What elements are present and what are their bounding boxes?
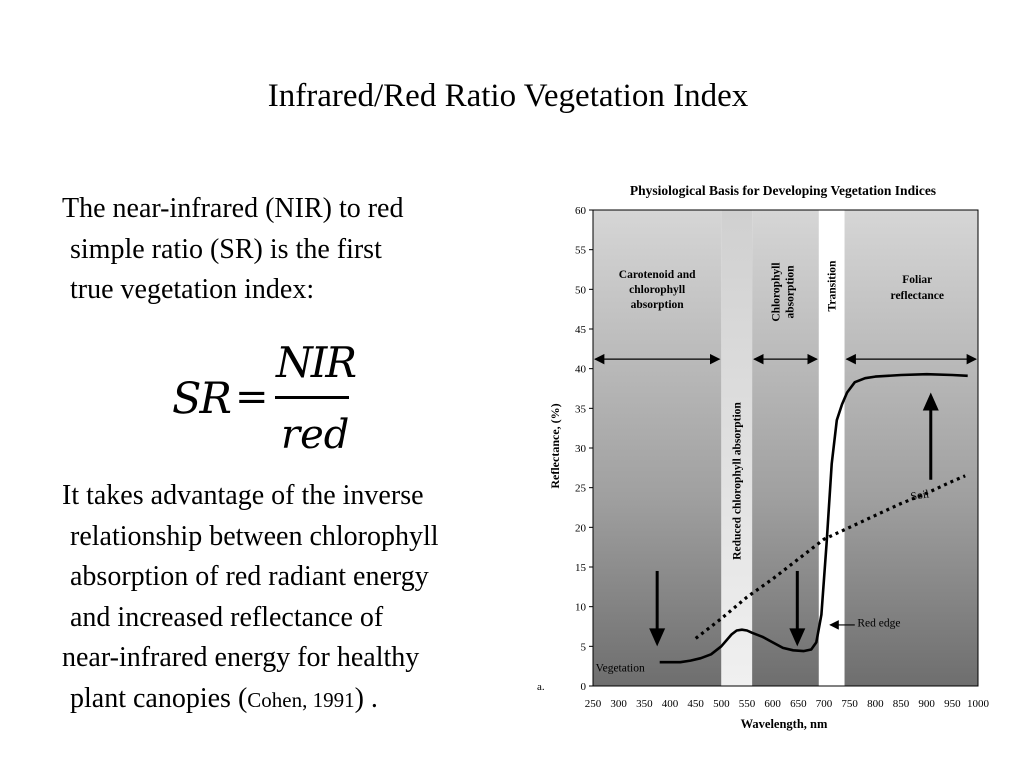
soil-curve: [694, 474, 966, 640]
y-tick-label: 15: [575, 562, 587, 574]
y-tick-label: 30: [575, 443, 587, 455]
text-line: simple ratio (SR) is the first: [70, 233, 382, 265]
x-tick-label: 750: [841, 698, 858, 710]
x-tick-label: 950: [944, 698, 961, 710]
x-tick-label: 900: [918, 698, 935, 710]
x-tick-label: 500: [713, 698, 730, 710]
y-tick-label: 25: [575, 483, 587, 495]
x-tick-label: 850: [893, 698, 910, 710]
text-line: and increased reflectance of: [70, 601, 384, 633]
explanation-paragraph: It takes advantage of the inverse relati…: [62, 476, 439, 720]
x-tick-label: 350: [636, 698, 653, 710]
y-tick-label: 10: [575, 602, 587, 614]
region-label: absorption: [631, 299, 685, 311]
intro-paragraph: The near-infrared (NIR) to red simple ra…: [62, 189, 403, 311]
x-tick-label: 1000: [967, 698, 990, 710]
x-tick-label: 450: [687, 698, 704, 710]
x-tick-label: 300: [610, 698, 627, 710]
slide-title: Infrared/Red Ratio Vegetation Index: [267, 78, 749, 114]
text-line: true vegetation index:: [70, 274, 315, 305]
region-label: Carotenoid and: [619, 269, 696, 281]
x-axis-label: Wavelength, nm: [741, 717, 828, 731]
text-line: near-infrared energy for healthy: [62, 642, 420, 673]
red-edge-label: Red edge: [857, 618, 900, 630]
y-axis-label: Reflectance, (%): [548, 403, 562, 488]
text-fragment: plant canopies (: [70, 682, 248, 714]
region-label: Chlorophyll: [771, 262, 783, 321]
region-label: Foliar: [902, 274, 932, 286]
down-arrow-head: [789, 628, 806, 647]
x-tick-label: 400: [662, 698, 679, 710]
formula-equals: =: [235, 374, 269, 420]
formula-lhs: SR: [172, 374, 232, 424]
panel-label: a.: [537, 681, 545, 693]
y-tick-label: 0: [581, 681, 587, 693]
sr-formula: SR = NIR red: [172, 336, 362, 462]
text-line-citation: plant canopies (Cohen, 1991) .: [62, 679, 439, 721]
fraction-bar: [275, 396, 349, 399]
x-tick-label: 600: [764, 698, 781, 710]
text-line: The near-infrared (NIR) to red: [62, 193, 404, 224]
text-line: absorption of red radiant energy: [70, 561, 429, 592]
x-tick-label: 550: [739, 698, 756, 710]
vegetation-label: Vegetation: [596, 663, 645, 675]
citation: Cohen, 1991: [247, 687, 355, 712]
reflectance-chart: Physiological Basis for Developing Veget…: [537, 183, 990, 731]
region-label: Reduced chlorophyll absorption: [732, 402, 744, 560]
x-tick-label: 700: [816, 698, 833, 710]
text-line: It takes advantage of the inverse: [62, 480, 424, 511]
soil-label: Soil: [910, 488, 930, 503]
region-label: absorption: [785, 265, 797, 319]
up-arrow-head: [922, 392, 939, 411]
region-label: chlorophyll: [629, 284, 685, 296]
chart-title: Physiological Basis for Developing Veget…: [630, 183, 936, 198]
spectral-band: [752, 210, 819, 686]
down-arrow-head: [649, 628, 666, 647]
y-tick-label: 20: [575, 522, 587, 534]
vegetation-curve: [659, 372, 968, 664]
formula-denominator: red: [281, 412, 350, 458]
formula-numerator: NIR: [276, 338, 357, 387]
y-tick-label: 35: [575, 403, 587, 415]
text-line: relationship between chlorophyll: [70, 520, 439, 552]
x-tick-label: 800: [867, 698, 884, 710]
y-tick-label: 45: [575, 324, 587, 336]
region-label: Transition: [827, 260, 839, 312]
y-tick-label: 55: [575, 245, 587, 257]
y-tick-label: 40: [575, 364, 587, 376]
spectral-band: [844, 210, 978, 686]
y-tick-label: 5: [581, 641, 587, 653]
x-tick-label: 250: [585, 698, 602, 710]
text-fragment: ) .: [354, 682, 378, 714]
y-tick-label: 60: [575, 205, 587, 217]
y-tick-label: 50: [575, 284, 587, 296]
x-tick-label: 650: [790, 698, 807, 710]
region-label: reflectance: [891, 290, 944, 302]
